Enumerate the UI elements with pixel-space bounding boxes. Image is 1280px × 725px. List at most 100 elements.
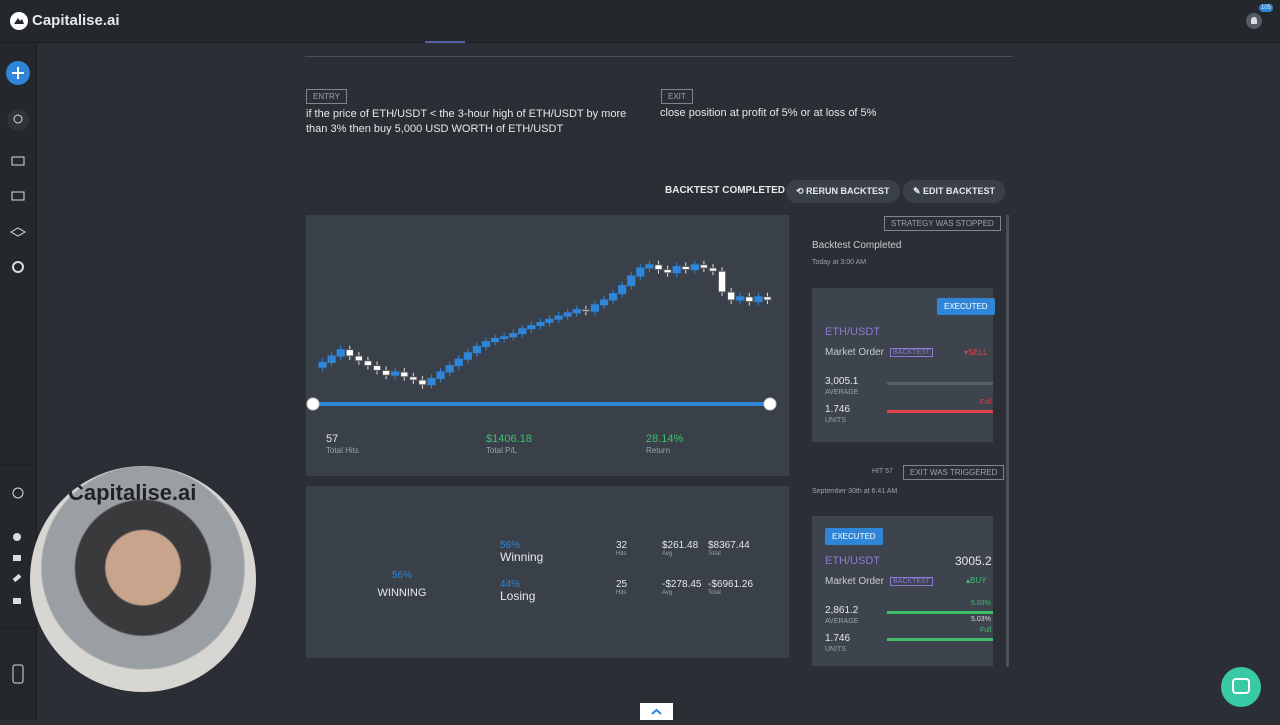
logo xyxy=(10,12,28,30)
candle xyxy=(518,328,527,335)
status: BACKTEST COMPLETED xyxy=(665,185,785,196)
avg-label: AVERAGE xyxy=(825,389,859,396)
candle xyxy=(400,371,409,378)
rerun-button[interactable]: ⟲ RERUN BACKTEST xyxy=(786,180,900,203)
exit-tag: EXIT WAS TRIGGERED xyxy=(903,465,1005,480)
candle xyxy=(554,315,563,320)
candle xyxy=(327,355,336,363)
order-type: Market Order xyxy=(825,576,884,587)
side: ▾SELL xyxy=(964,348,988,357)
webcam-text: Capitalise.ai xyxy=(68,480,197,505)
row-total: -$6961.26 xyxy=(708,579,754,590)
pct: 5.03% xyxy=(971,616,991,623)
edit-label: EDIT BACKTEST xyxy=(923,186,996,196)
candle xyxy=(672,265,681,274)
brand[interactable]: Capitalise.ai xyxy=(32,12,120,29)
bar-fill xyxy=(887,638,993,641)
stat-label: Total Hits xyxy=(326,446,359,455)
candle xyxy=(717,270,727,293)
candle xyxy=(427,377,436,386)
row-total-label: Total xyxy=(708,551,721,557)
entry-text: if the price of ETH/USDT < the 3-hour hi… xyxy=(306,108,627,135)
stat-value: 28.14% xyxy=(646,433,684,445)
candle xyxy=(545,318,554,323)
candle xyxy=(363,360,373,367)
executed: EXECUTED xyxy=(825,528,883,545)
candle xyxy=(618,285,627,295)
chat-button[interactable] xyxy=(1221,667,1261,707)
sidebar-icons[interactable] xyxy=(0,43,37,720)
order-card: EXECUTED ETH/USDT 3005.2 Market Order BA… xyxy=(812,516,993,666)
units: 1.746 xyxy=(825,404,851,415)
candle xyxy=(681,265,690,271)
candle xyxy=(627,275,636,287)
stopped-tag: STRATEGY WAS STOPPED xyxy=(884,216,1001,231)
edit-button[interactable]: ✎ EDIT BACKTEST xyxy=(903,180,1006,203)
bell[interactable] xyxy=(1245,12,1265,32)
entry-label: ENTRY xyxy=(306,89,347,104)
scrollbar xyxy=(1006,215,1009,667)
candle xyxy=(445,365,454,373)
candle xyxy=(345,349,354,357)
candle xyxy=(590,304,600,312)
candle xyxy=(490,337,500,343)
tab-indicator xyxy=(425,41,465,43)
candle xyxy=(754,296,763,303)
side: ▴BUY xyxy=(966,576,987,585)
row-avg-label: Avg xyxy=(662,551,673,557)
top-bar: Capitalise.ai 105 xyxy=(0,0,1280,43)
side-text: SELL xyxy=(968,348,988,357)
row-hits-label: Hits xyxy=(616,551,627,557)
avg: 3,005.1 xyxy=(825,376,859,387)
candle xyxy=(354,355,363,362)
stat-label: Total P/L xyxy=(486,446,518,455)
candle xyxy=(418,379,427,386)
order-type: Market Order xyxy=(825,347,884,358)
fill: Full xyxy=(980,627,992,634)
row-hits-label: Hits xyxy=(616,590,627,596)
pair: ETH/USDT xyxy=(825,555,880,567)
candle xyxy=(654,264,663,271)
row-hits: 25 xyxy=(616,579,628,590)
slider-handle xyxy=(306,397,320,411)
candle xyxy=(645,264,654,269)
candle xyxy=(436,371,445,379)
avg-label: AVERAGE xyxy=(825,618,859,625)
candle xyxy=(463,352,472,360)
divider xyxy=(305,56,1013,57)
stat-value: 57 xyxy=(326,433,339,445)
executed: EXECUTED xyxy=(937,298,995,315)
candle xyxy=(745,296,754,303)
backtest-tag: BACKTEST xyxy=(890,577,933,586)
stat-value: $1406.18 xyxy=(486,433,532,445)
hit: HIT 57 xyxy=(872,468,893,475)
candle xyxy=(708,267,718,272)
event-time: September 30th at 6:41 AM xyxy=(812,488,898,495)
candle xyxy=(509,333,518,338)
row-avg: -$278.45 xyxy=(662,579,702,590)
candle xyxy=(608,293,618,301)
webcam: Capitalise.ai xyxy=(30,466,256,692)
candle xyxy=(572,309,581,314)
stat-label: Return xyxy=(646,446,671,455)
backtest-tag: BACKTEST xyxy=(890,348,933,357)
event: Backtest Completed xyxy=(812,240,902,251)
candle xyxy=(727,291,736,301)
side-text: BUY xyxy=(970,576,987,585)
exit-text: close position at profit of 5% or at los… xyxy=(660,107,877,119)
pair: ETH/USDT xyxy=(825,326,880,338)
candle xyxy=(699,264,709,269)
scroll-up[interactable] xyxy=(640,703,673,720)
sidebar xyxy=(0,43,37,720)
candle xyxy=(763,296,772,301)
chart-panel xyxy=(306,215,789,476)
row-avg: $261.48 xyxy=(662,540,699,551)
row-name: Winning xyxy=(500,550,544,564)
units-label: UNITS xyxy=(825,646,846,653)
order-card: EXECUTED ETH/USDT Market Order BACKTEST … xyxy=(812,288,995,442)
units-label: UNITS xyxy=(825,417,846,424)
badge: 105 xyxy=(1259,4,1274,12)
bar-track xyxy=(887,382,993,385)
